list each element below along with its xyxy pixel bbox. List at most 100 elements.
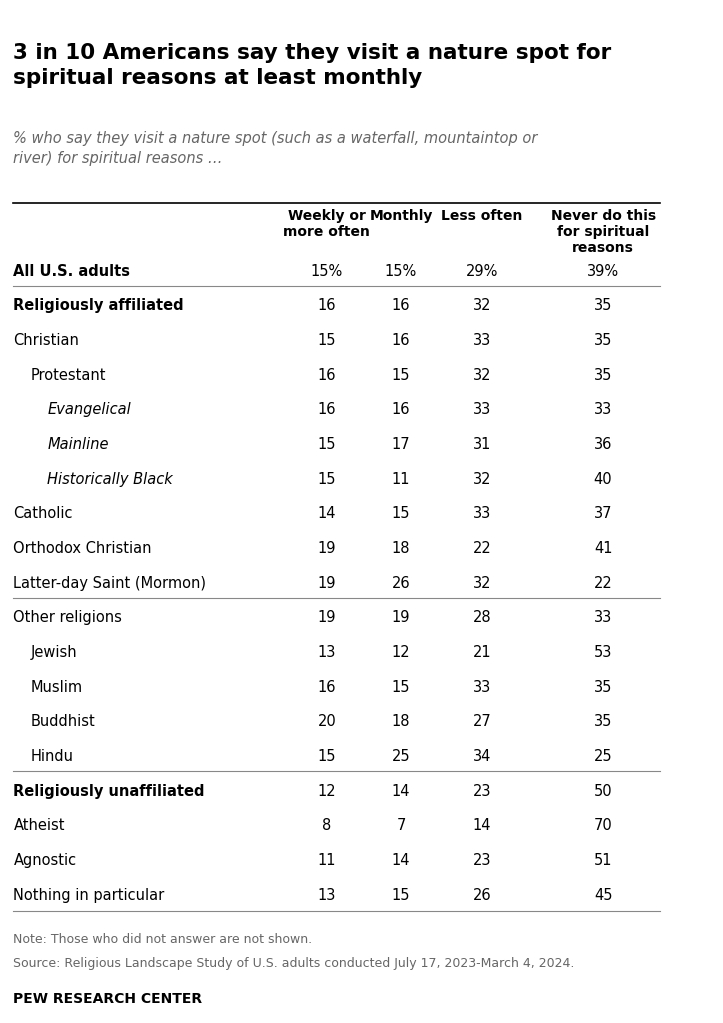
Text: 13: 13 xyxy=(317,644,336,660)
Text: Historically Black: Historically Black xyxy=(47,472,173,487)
Text: 23: 23 xyxy=(473,853,491,868)
Text: 15%: 15% xyxy=(385,264,417,278)
Text: 11: 11 xyxy=(317,853,336,868)
Text: 22: 22 xyxy=(594,576,612,590)
Text: 32: 32 xyxy=(473,576,491,590)
Text: 36: 36 xyxy=(594,437,612,452)
Text: 15: 15 xyxy=(392,367,410,383)
Text: % who say they visit a nature spot (such as a waterfall, mountaintop or
river) f: % who say they visit a nature spot (such… xyxy=(14,131,538,166)
Text: 15: 15 xyxy=(317,332,336,348)
Text: 12: 12 xyxy=(317,784,336,799)
Text: Protestant: Protestant xyxy=(30,367,106,383)
Text: 14: 14 xyxy=(317,506,336,522)
Text: 70: 70 xyxy=(594,818,612,834)
Text: Religiously affiliated: Religiously affiliated xyxy=(14,299,184,313)
Text: Never do this
for spiritual
reasons: Never do this for spiritual reasons xyxy=(550,209,656,255)
Text: 15: 15 xyxy=(392,679,410,695)
Text: Buddhist: Buddhist xyxy=(30,714,95,729)
Text: 35: 35 xyxy=(594,367,612,383)
Text: Less often: Less often xyxy=(441,209,523,223)
Text: 26: 26 xyxy=(473,888,491,902)
Text: 17: 17 xyxy=(392,437,410,452)
Text: Evangelical: Evangelical xyxy=(47,402,131,417)
Text: 15: 15 xyxy=(317,472,336,487)
Text: 28: 28 xyxy=(473,611,491,625)
Text: 12: 12 xyxy=(392,644,410,660)
Text: 20: 20 xyxy=(317,714,336,729)
Text: Agnostic: Agnostic xyxy=(14,853,77,868)
Text: 33: 33 xyxy=(594,611,612,625)
Text: 15: 15 xyxy=(392,506,410,522)
Text: 15: 15 xyxy=(392,888,410,902)
Text: 25: 25 xyxy=(392,749,410,764)
Text: 35: 35 xyxy=(594,299,612,313)
Text: 16: 16 xyxy=(392,402,410,417)
Text: 29%: 29% xyxy=(466,264,498,278)
Text: 11: 11 xyxy=(392,472,410,487)
Text: Note: Those who did not answer are not shown.: Note: Those who did not answer are not s… xyxy=(14,933,312,946)
Text: Christian: Christian xyxy=(14,332,80,348)
Text: 39%: 39% xyxy=(587,264,619,278)
Text: 35: 35 xyxy=(594,714,612,729)
Text: 13: 13 xyxy=(317,888,336,902)
Text: 41: 41 xyxy=(594,541,612,555)
Text: Nothing in particular: Nothing in particular xyxy=(14,888,165,902)
Text: Source: Religious Landscape Study of U.S. adults conducted July 17, 2023-March 4: Source: Religious Landscape Study of U.S… xyxy=(14,957,575,970)
Text: 32: 32 xyxy=(473,472,491,487)
Text: 18: 18 xyxy=(392,541,410,555)
Text: 50: 50 xyxy=(594,784,612,799)
Text: 40: 40 xyxy=(594,472,612,487)
Text: 33: 33 xyxy=(473,679,491,695)
Text: 25: 25 xyxy=(594,749,612,764)
Text: 8: 8 xyxy=(322,818,331,834)
Text: 16: 16 xyxy=(317,679,336,695)
Text: 16: 16 xyxy=(317,402,336,417)
Text: 15%: 15% xyxy=(311,264,343,278)
Text: 21: 21 xyxy=(473,644,491,660)
Text: 23: 23 xyxy=(473,784,491,799)
Text: 19: 19 xyxy=(392,611,410,625)
Text: Atheist: Atheist xyxy=(14,818,65,834)
Text: Muslim: Muslim xyxy=(30,679,82,695)
Text: Hindu: Hindu xyxy=(30,749,73,764)
Text: 16: 16 xyxy=(317,299,336,313)
Text: 16: 16 xyxy=(392,332,410,348)
Text: 35: 35 xyxy=(594,679,612,695)
Text: Religiously unaffiliated: Religiously unaffiliated xyxy=(14,784,205,799)
Text: 26: 26 xyxy=(392,576,410,590)
Text: Weekly or
more often: Weekly or more often xyxy=(283,209,370,239)
Text: 33: 33 xyxy=(473,506,491,522)
Text: 19: 19 xyxy=(317,611,336,625)
Text: 27: 27 xyxy=(472,714,491,729)
Text: 14: 14 xyxy=(473,818,491,834)
Text: Jewish: Jewish xyxy=(30,644,77,660)
Text: 32: 32 xyxy=(473,367,491,383)
Text: 14: 14 xyxy=(392,853,410,868)
Text: Mainline: Mainline xyxy=(47,437,108,452)
Text: 35: 35 xyxy=(594,332,612,348)
Text: 22: 22 xyxy=(472,541,491,555)
Text: 19: 19 xyxy=(317,576,336,590)
Text: 15: 15 xyxy=(317,749,336,764)
Text: 18: 18 xyxy=(392,714,410,729)
Text: 14: 14 xyxy=(392,784,410,799)
Text: 7: 7 xyxy=(396,818,406,834)
Text: 34: 34 xyxy=(473,749,491,764)
Text: Orthodox Christian: Orthodox Christian xyxy=(14,541,152,555)
Text: PEW RESEARCH CENTER: PEW RESEARCH CENTER xyxy=(14,992,202,1007)
Text: Latter-day Saint (Mormon): Latter-day Saint (Mormon) xyxy=(14,576,207,590)
Text: 19: 19 xyxy=(317,541,336,555)
Text: 53: 53 xyxy=(594,644,612,660)
Text: 32: 32 xyxy=(473,299,491,313)
Text: 33: 33 xyxy=(473,402,491,417)
Text: 16: 16 xyxy=(317,367,336,383)
Text: 16: 16 xyxy=(392,299,410,313)
Text: All U.S. adults: All U.S. adults xyxy=(14,264,130,278)
Text: 15: 15 xyxy=(317,437,336,452)
Text: 33: 33 xyxy=(594,402,612,417)
Text: 51: 51 xyxy=(594,853,612,868)
Text: 33: 33 xyxy=(473,332,491,348)
Text: 3 in 10 Americans say they visit a nature spot for
spiritual reasons at least mo: 3 in 10 Americans say they visit a natur… xyxy=(14,43,612,88)
Text: 37: 37 xyxy=(594,506,612,522)
Text: 45: 45 xyxy=(594,888,612,902)
